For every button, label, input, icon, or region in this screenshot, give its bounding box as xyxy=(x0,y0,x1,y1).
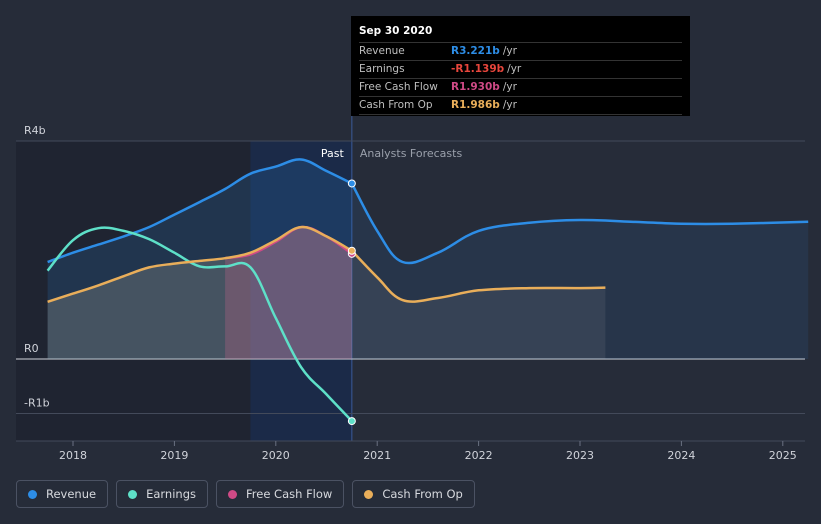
cash-from-op-dot-icon xyxy=(364,489,374,499)
cash-from-op-marker xyxy=(347,246,356,255)
legend-label: Revenue xyxy=(46,487,97,501)
legend-item-free-cash-flow[interactable]: Free Cash Flow xyxy=(216,480,345,508)
revenue-line xyxy=(47,158,353,264)
tooltip-value: R1.930b xyxy=(451,81,500,93)
tooltip-label: Earnings xyxy=(359,63,405,75)
y-tick-label: -R1b xyxy=(24,397,50,410)
cash-from-op-area xyxy=(47,227,352,359)
y-tick-label: R4b xyxy=(24,124,46,137)
earnings-dot-icon xyxy=(128,489,138,499)
chart-lines xyxy=(46,158,809,422)
revenue-marker xyxy=(347,179,356,188)
earnings-line xyxy=(46,226,353,422)
tooltip-label: Free Cash Flow xyxy=(359,81,438,93)
tooltip-value: R1.986b xyxy=(451,99,500,111)
chart-markers xyxy=(347,179,356,426)
legend-label: Cash From Op xyxy=(382,487,463,501)
chart-svg: R4b R0 -R1b 2018 2019 2020 2021 2022 2023 2024 202… xyxy=(16,16,809,462)
cash-from-op-forecast-line xyxy=(350,249,606,303)
x-tick-label: 2025 xyxy=(769,449,797,462)
revenue-forecast-line xyxy=(350,182,809,265)
y-tick-label: R0 xyxy=(24,342,39,355)
tooltip-row-cash-from-op: Cash From Op R1.986b /yr xyxy=(359,97,682,115)
free-cash-flow-dot-icon xyxy=(228,489,237,499)
x-tick-label: 2020 xyxy=(262,449,290,462)
tooltip-value: R3.221b xyxy=(451,45,500,57)
tooltip-date: Sep 30 2020 xyxy=(359,22,682,43)
chart-grid xyxy=(16,140,805,446)
tooltip-unit: /yr xyxy=(502,99,517,111)
revenue-area xyxy=(47,159,352,359)
forecast-label: Analysts Forecasts xyxy=(360,147,463,160)
legend-item-earnings[interactable]: Earnings xyxy=(116,480,208,508)
revenue-dot-icon xyxy=(28,489,37,499)
x-tick-label: 2018 xyxy=(59,449,87,462)
x-tick-label: 2021 xyxy=(363,449,391,462)
x-tick-label: 2023 xyxy=(566,449,594,462)
tooltip-unit: /yr xyxy=(502,45,517,57)
chart-labels: R4b R0 -R1b 2018 2019 2020 2021 2022 2023 2024 202… xyxy=(24,124,797,462)
x-tick-label: 2022 xyxy=(465,449,493,462)
tooltip: Sep 30 2020 Revenue R3.221b /yr Earnings… xyxy=(351,16,690,116)
legend-item-revenue[interactable]: Revenue xyxy=(16,480,109,508)
cash-from-op-line xyxy=(47,225,353,303)
chart-areas xyxy=(47,159,809,359)
free-cash-flow-area xyxy=(225,226,352,359)
tooltip-row-free-cash-flow: Free Cash Flow R1.930b /yr xyxy=(359,79,682,97)
x-tick-label: 2019 xyxy=(160,449,188,462)
chart-background xyxy=(16,16,353,441)
cash-from-op-forecast-area xyxy=(351,250,606,359)
past-label: Past xyxy=(321,147,345,160)
legend-item-cash-from-op[interactable]: Cash From Op xyxy=(352,480,475,508)
revenue-forecast-area xyxy=(351,183,809,359)
tooltip-label: Revenue xyxy=(359,45,405,57)
tooltip-unit: /yr xyxy=(507,63,522,75)
tooltip-label: Cash From Op xyxy=(359,99,433,111)
tooltip-value: -R1.139b xyxy=(451,63,505,75)
tooltip-unit: /yr xyxy=(502,81,517,93)
legend: Revenue Earnings Free Cash Flow Cash Fro… xyxy=(16,480,483,510)
legend-label: Earnings xyxy=(146,487,196,501)
tooltip-row-revenue: Revenue R3.221b /yr xyxy=(359,43,682,61)
legend-label: Free Cash Flow xyxy=(246,487,333,501)
highlight-region xyxy=(250,141,352,441)
tooltip-row-earnings: Earnings -R1.139b /yr xyxy=(359,61,682,79)
earnings-marker xyxy=(347,417,356,426)
x-tick-label: 2024 xyxy=(667,449,695,462)
